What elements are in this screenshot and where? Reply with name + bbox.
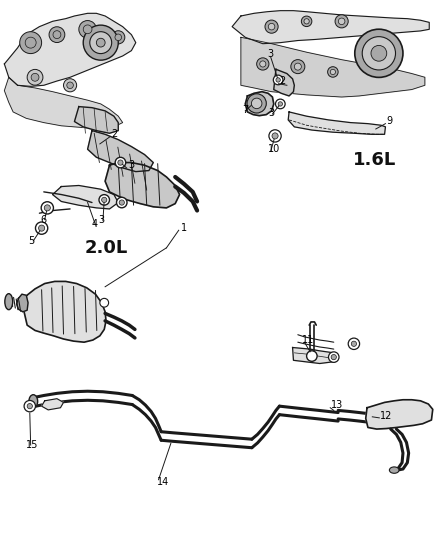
Circle shape xyxy=(24,400,35,412)
Circle shape xyxy=(117,197,127,208)
Polygon shape xyxy=(366,400,433,429)
Polygon shape xyxy=(4,77,123,129)
Circle shape xyxy=(64,79,77,92)
Circle shape xyxy=(328,67,338,77)
Polygon shape xyxy=(74,107,118,133)
Circle shape xyxy=(112,31,125,44)
Polygon shape xyxy=(274,69,294,96)
Text: 2.0L: 2.0L xyxy=(85,239,128,257)
Circle shape xyxy=(268,23,275,30)
Circle shape xyxy=(35,222,48,235)
Circle shape xyxy=(371,45,387,61)
Circle shape xyxy=(27,69,43,85)
Text: 1.6L: 1.6L xyxy=(353,151,396,169)
Polygon shape xyxy=(232,11,429,44)
Text: 3: 3 xyxy=(268,108,274,118)
Text: 1: 1 xyxy=(180,223,187,233)
Ellipse shape xyxy=(29,394,38,408)
Text: 3: 3 xyxy=(267,50,273,59)
Polygon shape xyxy=(4,13,136,86)
Circle shape xyxy=(265,20,278,33)
Circle shape xyxy=(44,205,50,211)
Text: 3: 3 xyxy=(128,160,134,170)
Circle shape xyxy=(276,99,285,109)
Text: 10: 10 xyxy=(268,144,280,154)
Circle shape xyxy=(41,201,53,214)
Circle shape xyxy=(20,31,42,54)
Circle shape xyxy=(31,74,39,81)
Circle shape xyxy=(79,21,96,38)
Text: 13: 13 xyxy=(331,400,343,410)
Circle shape xyxy=(330,69,336,75)
Circle shape xyxy=(118,160,123,165)
Polygon shape xyxy=(249,96,265,112)
Ellipse shape xyxy=(389,467,399,473)
Text: 7: 7 xyxy=(242,106,248,115)
Circle shape xyxy=(90,31,112,54)
Circle shape xyxy=(301,16,312,27)
Circle shape xyxy=(338,18,345,25)
Circle shape xyxy=(269,130,281,142)
Circle shape xyxy=(83,25,118,60)
Circle shape xyxy=(251,98,262,109)
Circle shape xyxy=(294,63,301,70)
Circle shape xyxy=(291,60,305,74)
Text: 12: 12 xyxy=(380,411,392,421)
Polygon shape xyxy=(293,348,336,364)
Circle shape xyxy=(278,102,283,106)
Polygon shape xyxy=(53,185,118,209)
Polygon shape xyxy=(42,399,64,410)
Circle shape xyxy=(272,133,278,139)
Ellipse shape xyxy=(5,294,13,310)
Circle shape xyxy=(257,58,269,70)
Circle shape xyxy=(83,25,92,34)
Circle shape xyxy=(96,38,105,47)
Circle shape xyxy=(247,94,266,113)
Polygon shape xyxy=(88,131,153,172)
Circle shape xyxy=(328,352,339,362)
Text: 9: 9 xyxy=(386,116,392,126)
Circle shape xyxy=(276,78,280,82)
Circle shape xyxy=(100,298,109,307)
Circle shape xyxy=(99,195,110,205)
Polygon shape xyxy=(245,92,274,116)
Polygon shape xyxy=(288,112,385,134)
Circle shape xyxy=(331,354,336,360)
Text: 11: 11 xyxy=(302,335,314,344)
Polygon shape xyxy=(241,37,425,97)
Circle shape xyxy=(260,61,266,67)
Polygon shape xyxy=(17,294,28,312)
Text: 6: 6 xyxy=(40,215,46,224)
Circle shape xyxy=(362,37,396,70)
Circle shape xyxy=(273,75,283,85)
Circle shape xyxy=(355,29,403,77)
Text: 5: 5 xyxy=(28,236,35,246)
Text: 2: 2 xyxy=(279,76,286,86)
Circle shape xyxy=(25,37,36,48)
Text: 3: 3 xyxy=(99,215,105,224)
Circle shape xyxy=(49,27,65,43)
Circle shape xyxy=(304,19,309,24)
Circle shape xyxy=(67,82,73,88)
Text: 14: 14 xyxy=(157,478,169,487)
Circle shape xyxy=(102,197,107,203)
Text: 4: 4 xyxy=(92,219,98,229)
Circle shape xyxy=(335,15,348,28)
Circle shape xyxy=(119,200,124,205)
Circle shape xyxy=(115,34,121,41)
Circle shape xyxy=(39,225,45,231)
Text: 2: 2 xyxy=(112,130,118,139)
Circle shape xyxy=(115,157,126,168)
Circle shape xyxy=(348,338,360,350)
Circle shape xyxy=(351,341,357,346)
Text: 15: 15 xyxy=(26,440,39,450)
Circle shape xyxy=(307,351,317,361)
Circle shape xyxy=(27,403,32,409)
Polygon shape xyxy=(105,163,180,208)
Circle shape xyxy=(53,31,61,38)
Polygon shape xyxy=(24,281,106,342)
